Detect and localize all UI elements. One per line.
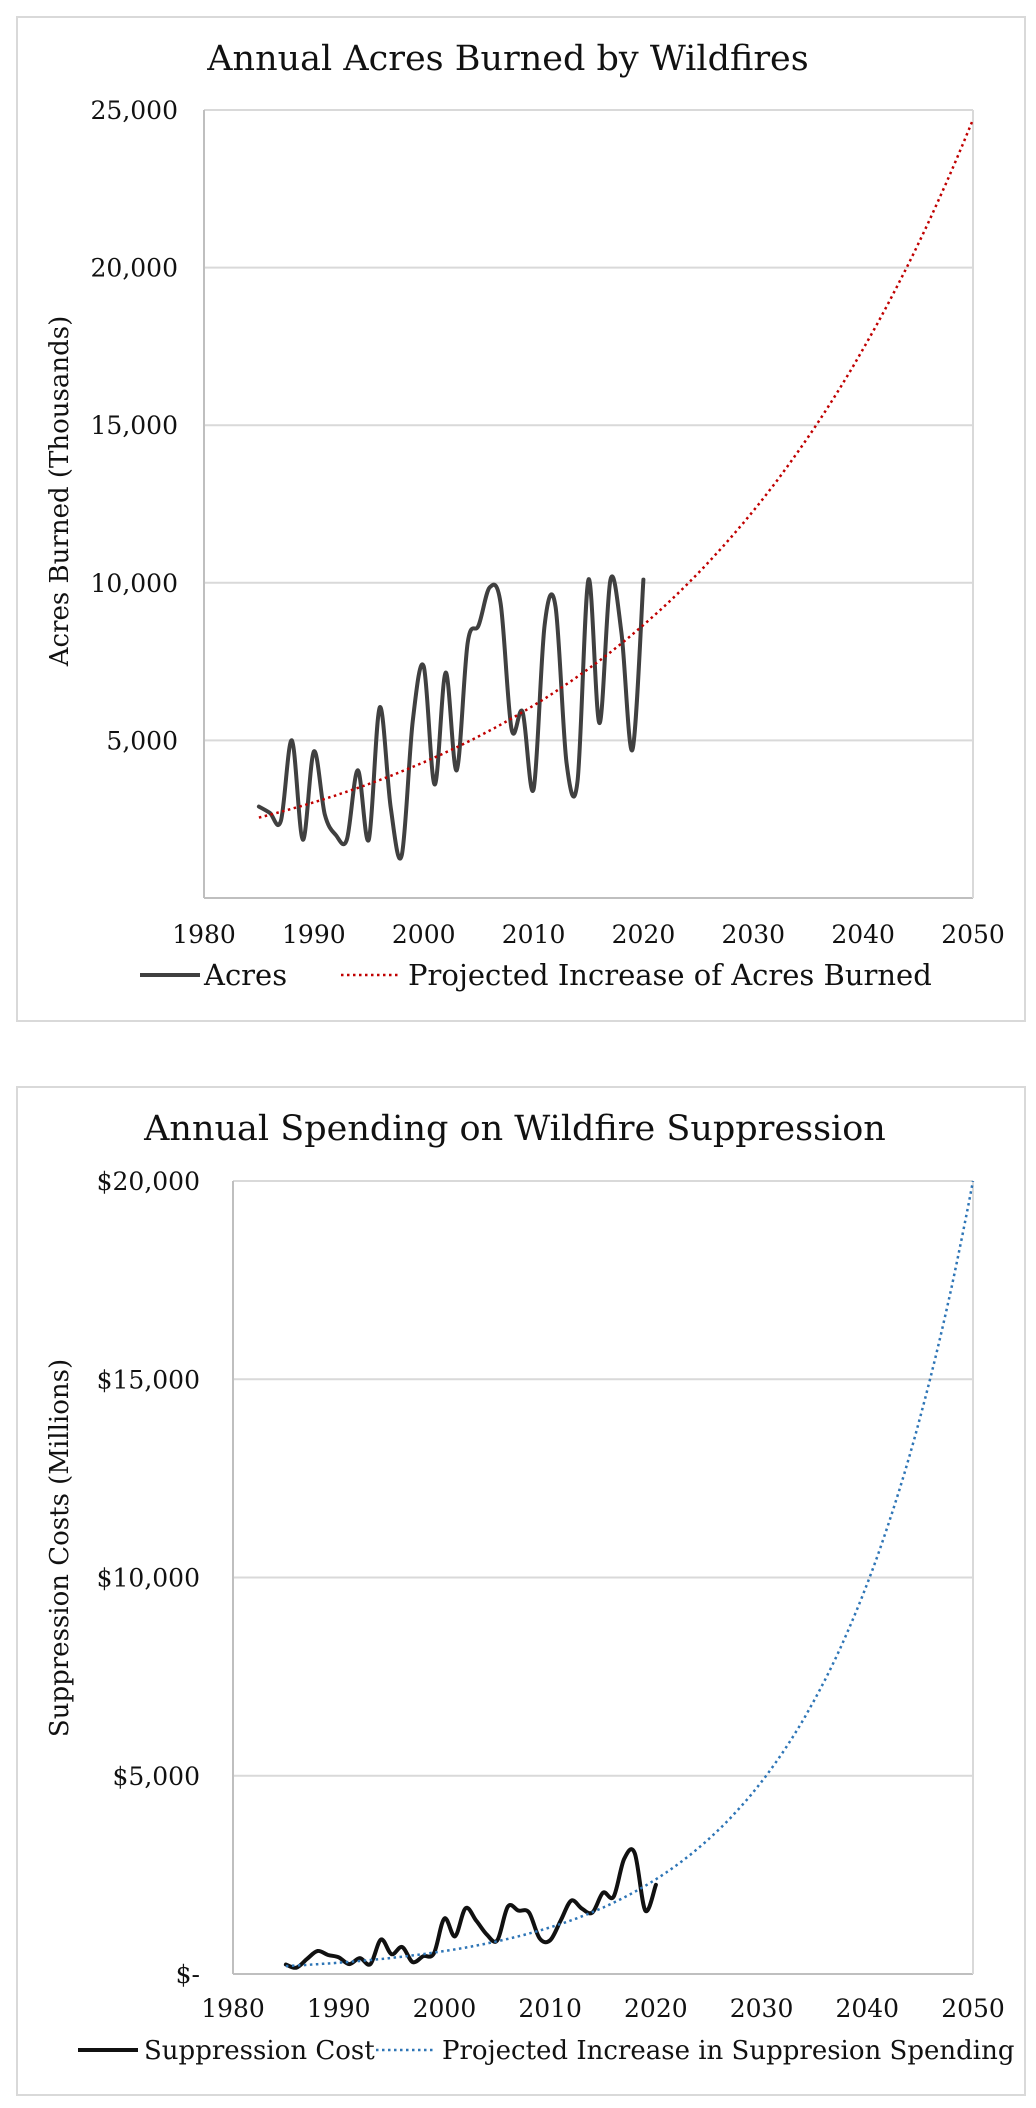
x-tick-label: 2020: [612, 920, 676, 949]
gridlines: [203, 109, 974, 899]
suppression-spending-chart: Annual Spending on Wildfire Suppression …: [45, 1109, 1014, 2066]
y-tick-label: $10,000: [97, 1564, 200, 1593]
series-line-actual: [256, 574, 646, 861]
x-tick-label: 2040: [835, 1994, 899, 2023]
chart-title: Annual Acres Burned by Wildfires: [206, 39, 808, 79]
series-line-projected: [258, 119, 975, 819]
y-tick-label: $20,000: [97, 1167, 200, 1196]
y-tick-label: 10,000: [91, 569, 178, 598]
tick-labels: 5,000 10,000 15,000 20,000 25,000 1980 1990 200…: [91, 96, 1005, 949]
suppression-spending-chart-panel: Annual Spending on Wildfire Suppression …: [16, 1086, 1026, 2096]
acres-burned-chart: Annual Acres Burned by Wildfires Acres B…: [45, 39, 1005, 992]
chart-title: Annual Spending on Wildfire Suppression: [143, 1109, 886, 1149]
tick-labels: $- $5,000 $10,000 $15,000 $20,000 1980 1990 200…: [97, 1167, 1005, 2023]
y-tick-label: 5,000: [106, 726, 178, 755]
acres-burned-chart-panel: Annual Acres Burned by Wildfires Acres B…: [16, 16, 1026, 1022]
x-tick-label: 1980: [172, 920, 236, 949]
y-tick-label: $15,000: [97, 1365, 200, 1394]
legend-label-suppression-cost: Suppression Cost: [144, 2036, 375, 2066]
y-tick-label: 25,000: [91, 96, 178, 125]
plot-area: [283, 1180, 975, 1970]
plot-area: [256, 119, 975, 861]
y-axis-label: Suppression Costs (Millions): [45, 1359, 75, 1737]
legend: Acres Projected Increase of Acres Burned: [140, 958, 932, 992]
y-axis-label: Acres Burned (Thousands): [45, 316, 75, 667]
x-tick-label: 2010: [518, 1994, 582, 2023]
x-tick-label: 2030: [730, 1994, 794, 2023]
x-tick-label: 2000: [413, 1994, 477, 2023]
series-line-projected: [285, 1180, 975, 1968]
x-tick-label: 2050: [941, 1994, 1005, 2023]
legend-label-projected-spending: Projected Increase in Suppresion Spendin…: [442, 2036, 1014, 2066]
y-tick-label: 20,000: [91, 254, 178, 283]
x-tick-label: 2030: [721, 920, 785, 949]
y-tick-label: $5,000: [113, 1762, 200, 1791]
legend: Suppression Cost Projected Increase in S…: [78, 2036, 1014, 2066]
x-tick-label: 2020: [624, 1994, 688, 2023]
x-tick-label: 2050: [941, 920, 1005, 949]
legend-label-projected-acres: Projected Increase of Acres Burned: [408, 958, 932, 992]
y-tick-label: $-: [176, 1960, 200, 1989]
x-tick-label: 1990: [282, 920, 346, 949]
legend-label-acres: Acres: [203, 958, 287, 992]
x-tick-label: 2040: [831, 920, 895, 949]
gridlines: [232, 1180, 974, 1975]
y-tick-label: 15,000: [91, 411, 178, 440]
x-tick-label: 1990: [307, 1994, 371, 2023]
x-tick-label: 2010: [502, 920, 566, 949]
x-tick-label: 1980: [201, 1994, 265, 2023]
series-line-actual: [283, 1847, 658, 1970]
x-tick-label: 2000: [392, 920, 456, 949]
